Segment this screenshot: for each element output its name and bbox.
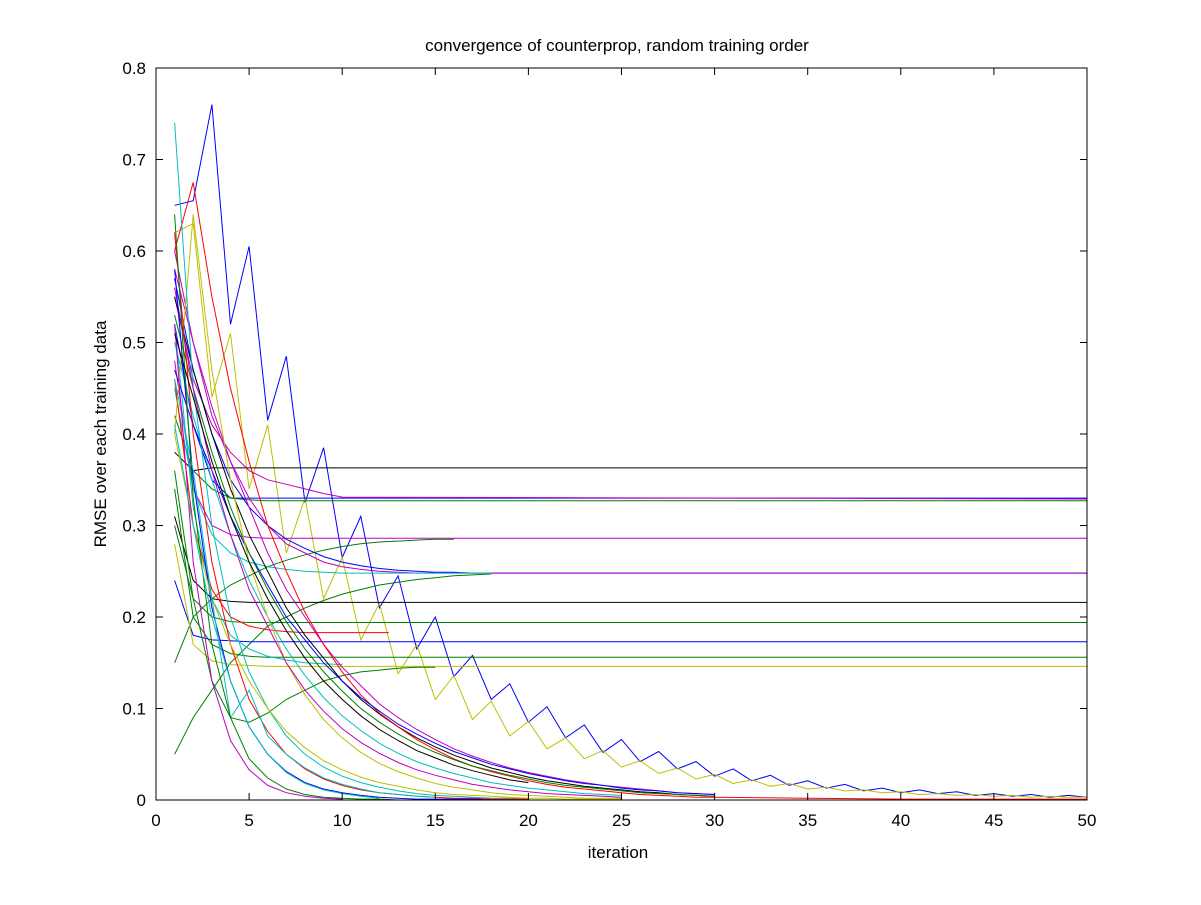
x-tick-label: 25 [612,811,631,830]
x-axis-ticks: 0 5 10 15 20 25 30 35 40 45 50 [151,68,1096,830]
y-tick-label: 0.1 [122,700,146,719]
series-line-33 [174,379,436,798]
series-line-25 [174,369,715,795]
series-line-22 [174,269,715,795]
y-tick-label: 0.6 [122,242,146,261]
x-tick-label: 50 [1078,811,1097,830]
x-tick-label: 5 [244,811,253,830]
series-line-21 [174,296,715,797]
series-line-10 [174,250,1087,574]
series-line-19 [174,470,436,723]
x-axis-label: iteration [588,843,648,862]
y-axis-ticks: 0 0.1 0.2 0.3 0.4 0.5 0.6 0.7 0.8 [122,59,1087,810]
series-layer [174,104,1088,801]
series-line-34 [174,214,436,801]
x-tick-label: 10 [333,811,352,830]
series-line-12 [174,388,492,574]
chart-title: convergence of counterprop, random train… [425,36,809,55]
series-line-6 [174,415,1087,502]
series-line-31 [174,269,529,801]
plot-frame [155,67,1088,801]
series-line-9 [174,278,1087,574]
series-line-5 [174,296,1088,500]
series-line-24 [174,342,622,796]
series-line-30 [174,287,622,798]
series-line-26 [174,314,715,797]
series-line-32 [174,433,622,800]
x-tick-label: 15 [426,811,445,830]
series-line-7 [174,360,1087,539]
y-tick-label: 0.5 [122,334,146,353]
x-tick-label: 30 [705,811,724,830]
series-line-18 [174,543,1087,667]
series-line-2 [174,222,1087,798]
series-line-36 [174,424,380,799]
series-line-27 [174,214,622,799]
y-axis-label: RMSE over each training data [91,320,110,547]
series-line-13 [174,516,1087,603]
series-line-20 [174,324,343,666]
series-line-17 [174,488,1087,658]
y-tick-label: 0.2 [122,608,146,627]
y-tick-label: 0.7 [122,151,146,170]
series-line-4 [174,324,1087,499]
x-tick-label: 45 [984,811,1003,830]
y-tick-label: 0.4 [122,425,146,444]
y-tick-label: 0.3 [122,517,146,536]
series-line-35 [174,324,343,800]
series-line-14 [174,525,1087,623]
series-line-37 [174,333,529,784]
series-line-1 [174,104,1088,798]
series-line-15 [174,379,389,634]
series-line-29 [174,232,529,800]
x-tick-label: 20 [519,811,538,830]
y-tick-label: 0.8 [122,59,146,78]
x-tick-label: 40 [891,811,910,830]
y-tick-label: 0 [137,791,146,810]
series-line-3 [174,451,1087,472]
x-tick-label: 0 [151,811,160,830]
x-tick-label: 35 [798,811,817,830]
series-line-28 [174,122,529,800]
